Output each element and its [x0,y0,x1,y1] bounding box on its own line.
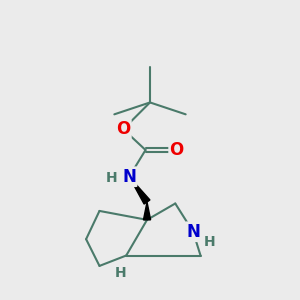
Text: N: N [122,168,136,186]
Text: H: H [115,266,126,280]
Text: O: O [116,120,130,138]
Polygon shape [143,202,151,220]
Polygon shape [129,177,150,204]
Text: N: N [186,223,200,241]
Text: O: O [169,141,184,159]
Text: H: H [204,235,215,249]
Text: H: H [106,171,117,185]
